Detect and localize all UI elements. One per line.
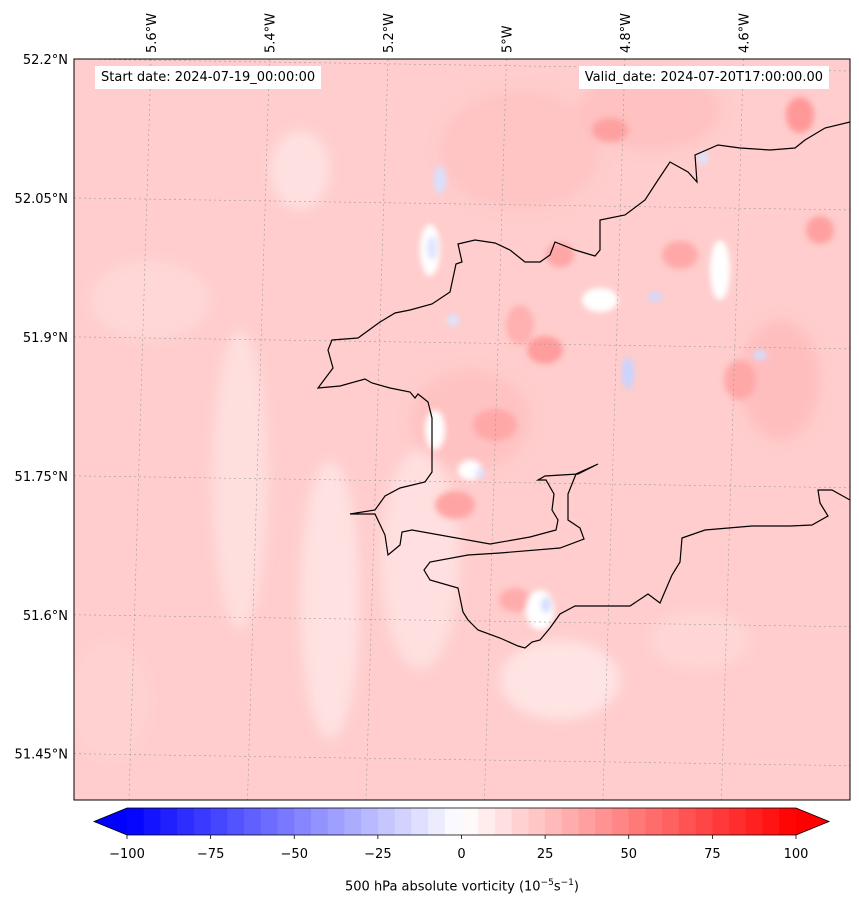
colorbar-cell <box>361 808 379 835</box>
lon-gridline <box>721 59 744 800</box>
colorbar-cell <box>377 808 396 835</box>
lon-gridline <box>247 59 270 800</box>
colorbar-high-extension <box>796 808 829 835</box>
colorbar-tick-label: −75 <box>197 847 224 862</box>
colorbar-cell <box>394 808 412 835</box>
colorbar-tick-label: −50 <box>281 847 308 862</box>
lat-tick-label: 51.6°N <box>23 609 68 624</box>
colorbar-label-exp2: −1 <box>560 878 574 888</box>
colorbar-label-end: ) <box>573 879 579 895</box>
lat-tick-label: 51.75°N <box>15 470 68 485</box>
colorbar-cell <box>779 808 797 835</box>
colorbar-cell <box>411 808 429 835</box>
colorbar-cell <box>310 808 329 835</box>
colorbar-cell <box>327 808 346 835</box>
colorbar-cell <box>762 808 780 835</box>
colorbar-cell <box>210 808 228 835</box>
lon-tick-label: 5.6°W <box>145 13 160 53</box>
colorbar-cell <box>712 808 730 835</box>
lat-gridline <box>74 753 850 766</box>
lon-gridline <box>128 59 152 800</box>
lat-gridline <box>74 336 850 350</box>
colorbar-cell <box>260 808 279 835</box>
colorbar-cells <box>127 808 797 835</box>
colorbar-cell <box>160 808 178 835</box>
colorbar-cell <box>444 808 463 835</box>
lat-gridline <box>74 197 850 211</box>
colorbar-tick-label: 0 <box>457 847 465 862</box>
coastline <box>316 121 850 649</box>
colorbar-tick-label: 50 <box>620 847 637 862</box>
colorbar-cell <box>695 808 713 835</box>
colorbar-cell <box>428 808 446 835</box>
longitude-labels: 5.6°W 5.4°W 5.2°W 5°W 4.8°W 4.6°W <box>145 13 752 53</box>
colorbar-cell <box>678 808 697 835</box>
lon-tick-label: 5°W <box>500 25 515 53</box>
colorbar-tick-label: 25 <box>537 847 554 862</box>
latitude-labels: 52.2°N 52.05°N 51.9°N 51.75°N 51.6°N 51.45°N <box>15 53 68 763</box>
colorbar-cell <box>528 808 546 835</box>
colorbar-cell <box>545 808 563 835</box>
colorbar-cell <box>461 808 479 835</box>
colorbar: −100 −75 −50 −25 0 25 50 75 100 <box>92 807 831 862</box>
colorbar-cell <box>277 808 295 835</box>
colorbar-cell <box>628 808 647 835</box>
colorbar-cell <box>227 808 245 835</box>
lon-tick-label: 4.6°W <box>737 13 752 53</box>
colorbar-label-mid: s <box>553 879 561 895</box>
colorbar-low-extension <box>94 808 127 835</box>
colorbar-cell <box>645 808 663 835</box>
colorbar-cell <box>494 808 513 835</box>
colorbar-cell <box>478 808 496 835</box>
colorbar-cell <box>244 808 262 835</box>
colorbar-ticks: −100 −75 −50 −25 0 25 50 75 100 <box>109 835 808 862</box>
lat-tick-label: 51.45°N <box>15 748 68 763</box>
colorbar-tick-label: 75 <box>704 847 721 862</box>
colorbar-cell <box>578 808 596 835</box>
map-frame <box>73 58 851 801</box>
colorbar-label-main: 500 hPa absolute vorticity (10 <box>345 879 541 895</box>
colorbar-cell <box>143 808 162 835</box>
lon-tick-label: 5.4°W <box>263 13 278 53</box>
lon-gridline <box>365 59 389 800</box>
colorbar-cell <box>344 808 362 835</box>
colorbar-cell <box>612 808 630 835</box>
colorbar-cell <box>127 808 145 835</box>
lat-tick-label: 52.2°N <box>23 53 68 68</box>
lon-gridline <box>602 59 626 800</box>
colorbar-cell <box>177 808 195 835</box>
colorbar-tick-label: −25 <box>364 847 391 862</box>
colorbar-cell <box>745 808 764 835</box>
lat-gridline <box>74 475 850 489</box>
colorbar-cell <box>511 808 529 835</box>
start-date-label: Start date: 2024-07-19_00:00:00 <box>95 66 322 89</box>
vorticity-field <box>74 59 850 800</box>
lon-gridline <box>484 59 507 800</box>
colorbar-cell <box>193 808 212 835</box>
colorbar-tick-label: −100 <box>109 847 145 862</box>
lat-gridline <box>74 614 850 628</box>
colorbar-cell <box>662 808 680 835</box>
colorbar-tick-label: 100 <box>784 847 809 862</box>
valid-date-label: Valid_date: 2024-07-20T17:00:00.00 <box>578 66 829 89</box>
colorbar-cell <box>595 808 613 835</box>
lat-tick-label: 51.9°N <box>23 331 68 346</box>
colorbar-cell <box>729 808 747 835</box>
lat-tick-label: 52.05°N <box>15 192 68 207</box>
field-patches-sharp <box>420 97 834 630</box>
colorbar-label: 500 hPa absolute vorticity (10−5s−1) <box>0 878 859 894</box>
colorbar-cell <box>561 808 580 835</box>
colorbar-label-exp1: −5 <box>540 878 554 888</box>
colorbar-cell <box>294 808 312 835</box>
lon-tick-label: 5.2°W <box>382 13 397 53</box>
lon-tick-label: 4.8°W <box>619 13 634 53</box>
